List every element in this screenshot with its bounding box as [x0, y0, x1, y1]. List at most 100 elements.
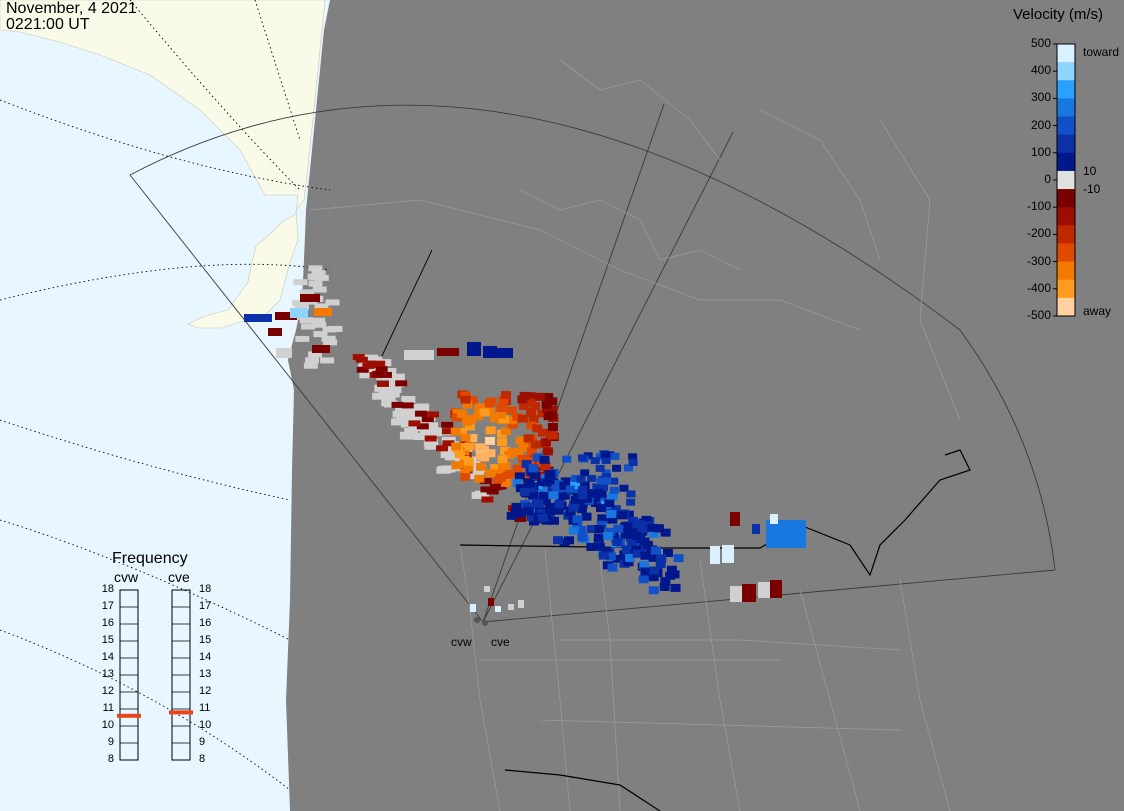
velocity-cell	[454, 450, 465, 459]
velocity-cell	[613, 524, 624, 533]
velocity-cell	[547, 486, 558, 495]
velocity-cell	[390, 373, 405, 381]
velocity-cell	[640, 567, 651, 576]
colorbar-tick-label: -100	[1026, 199, 1051, 214]
velocity-cell	[441, 428, 454, 435]
velocity-cell	[547, 423, 558, 432]
velocity-cell	[666, 565, 677, 574]
velocity-cell	[523, 507, 534, 516]
velocity-cell	[321, 335, 336, 342]
velocity-cell	[500, 391, 511, 400]
velocity-cell	[609, 486, 619, 494]
velocity-cell	[437, 348, 459, 356]
frequency-tick-label-left: 14	[101, 651, 114, 663]
velocity-cell	[669, 570, 680, 579]
velocity-cell	[560, 477, 571, 486]
velocity-cell	[597, 514, 608, 523]
velocity-cell	[395, 380, 408, 387]
velocity-cell	[601, 473, 611, 481]
velocity-cell	[451, 461, 462, 470]
velocity-cell	[770, 514, 778, 524]
velocity-cell	[584, 489, 595, 498]
velocity-cell	[512, 412, 523, 421]
velocity-cell	[382, 368, 397, 376]
velocity-cell	[610, 505, 621, 514]
velocity-cell	[586, 542, 597, 551]
velocity-cell	[607, 515, 618, 524]
velocity-cell	[640, 551, 651, 560]
velocity-cell	[440, 451, 455, 459]
velocity-cell	[305, 357, 320, 364]
velocity-cell	[528, 464, 539, 473]
colorbar-segment	[1057, 170, 1075, 190]
velocity-cell	[519, 391, 530, 400]
velocity-cell	[539, 455, 550, 464]
velocity-cell	[596, 520, 607, 529]
velocity-scatter	[244, 265, 806, 612]
radar-site-cvw	[474, 617, 480, 623]
velocity-cell	[441, 421, 454, 428]
velocity-cell	[405, 414, 420, 422]
velocity-cell	[576, 475, 586, 483]
velocity-cell	[599, 484, 609, 492]
velocity-cell	[564, 536, 575, 545]
frequency-tick-label-left: 12	[101, 685, 114, 697]
velocity-cell	[565, 485, 575, 493]
velocity-cell	[619, 484, 629, 492]
velocity-cell	[356, 366, 369, 373]
velocity-cell	[543, 412, 554, 421]
colorbar-tick-label: 300	[1030, 90, 1051, 105]
velocity-cell	[547, 397, 558, 406]
velocity-cell	[752, 524, 760, 534]
radar-site-cve	[482, 620, 488, 626]
velocity-cell	[307, 351, 322, 358]
velocity-cell	[581, 512, 592, 521]
velocity-cell	[372, 371, 385, 378]
velocity-cell	[497, 438, 508, 447]
velocity-cell	[473, 412, 484, 421]
colorbar-segment	[1057, 225, 1075, 244]
frequency-tick-label-left: 18	[101, 583, 114, 595]
frequency-tick-label-right: 10	[199, 719, 212, 731]
velocity-cell	[602, 477, 612, 485]
frequency-tick-label-right: 17	[199, 600, 212, 612]
velocity-cell	[401, 402, 414, 409]
velocity-cell	[598, 551, 609, 560]
frequency-title: Frequency	[112, 550, 188, 567]
velocity-cell	[513, 448, 524, 457]
velocity-cell	[519, 487, 530, 496]
legend-toward-label: toward	[1083, 45, 1120, 59]
velocity-cell	[504, 450, 515, 459]
velocity-cell	[555, 492, 566, 501]
velocity-cell	[441, 465, 456, 473]
frequency-tick-label-left: 9	[107, 736, 114, 748]
velocity-cell	[395, 406, 410, 414]
velocity-cell	[670, 583, 681, 592]
velocity-cell	[538, 491, 549, 500]
velocity-cell	[496, 403, 507, 412]
velocity-cell	[632, 549, 643, 558]
velocity-cell	[660, 577, 671, 586]
velocity-cell	[527, 447, 538, 456]
velocity-cell	[605, 527, 616, 536]
velocity-cell	[631, 545, 642, 554]
colorbar-tick-label: -300	[1026, 253, 1051, 268]
velocity-cell	[673, 554, 684, 563]
velocity-cell	[456, 427, 467, 436]
velocity-cell	[375, 366, 388, 373]
velocity-cell	[416, 423, 429, 430]
velocity-cell	[612, 538, 623, 547]
velocity-cell	[497, 463, 508, 472]
velocity-cell	[488, 598, 494, 606]
velocity-cell	[515, 436, 526, 445]
velocity-cell	[663, 548, 674, 557]
velocity-cell	[421, 416, 434, 423]
velocity-cell	[580, 469, 590, 477]
frequency-marker	[169, 710, 193, 715]
velocity-cell	[518, 600, 524, 608]
velocity-cell	[313, 331, 328, 338]
velocity-cell	[314, 303, 329, 310]
velocity-cell	[459, 443, 470, 452]
velocity-cell	[525, 392, 536, 401]
